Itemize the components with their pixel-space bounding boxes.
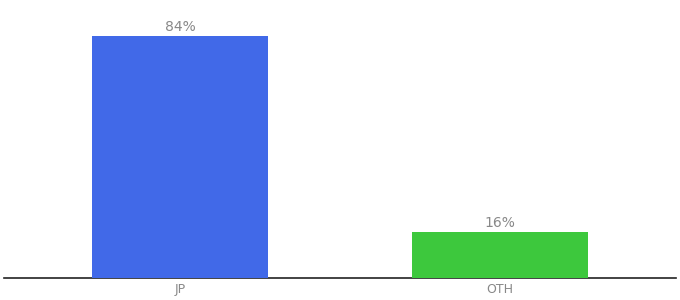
Bar bbox=[412, 232, 588, 278]
Bar bbox=[92, 36, 268, 278]
Text: 84%: 84% bbox=[165, 20, 195, 34]
Text: 16%: 16% bbox=[484, 216, 515, 230]
